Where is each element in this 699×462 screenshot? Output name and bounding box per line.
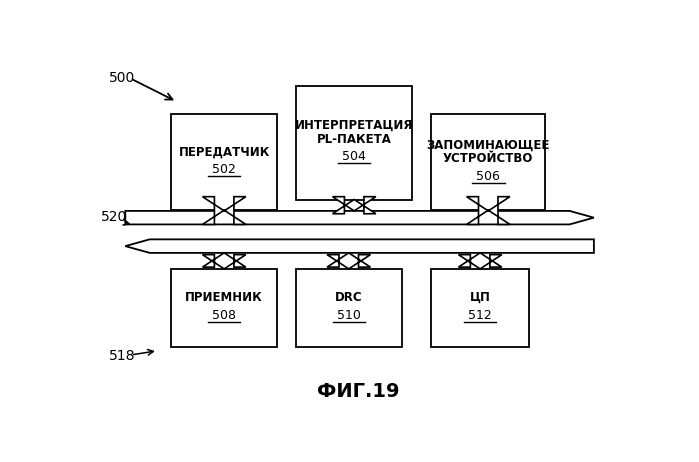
Text: 510: 510	[337, 309, 361, 322]
Text: 504: 504	[343, 150, 366, 164]
Text: 518: 518	[109, 349, 136, 363]
Text: ЗАПОМИНАЮЩЕЕ: ЗАПОМИНАЮЩЕЕ	[426, 139, 550, 152]
Polygon shape	[125, 211, 594, 225]
Text: DRC: DRC	[335, 291, 363, 304]
Text: УСТРОЙСТВО: УСТРОЙСТВО	[443, 152, 533, 165]
FancyBboxPatch shape	[171, 269, 277, 347]
Text: 502: 502	[212, 163, 236, 176]
FancyBboxPatch shape	[431, 114, 545, 210]
Polygon shape	[467, 197, 510, 225]
Polygon shape	[125, 239, 594, 253]
Text: 500: 500	[109, 72, 136, 85]
Polygon shape	[333, 197, 376, 214]
FancyBboxPatch shape	[296, 85, 412, 200]
Polygon shape	[203, 253, 246, 269]
FancyBboxPatch shape	[431, 269, 529, 347]
Text: 512: 512	[468, 309, 492, 322]
Text: ПЕРЕДАТЧИК: ПЕРЕДАТЧИК	[178, 146, 270, 158]
Text: PL-ПАКЕТА: PL-ПАКЕТА	[317, 133, 391, 146]
Text: 506: 506	[476, 170, 500, 183]
Text: ЦП: ЦП	[470, 291, 491, 304]
Polygon shape	[459, 253, 502, 269]
Text: 508: 508	[212, 309, 236, 322]
Text: 520: 520	[101, 210, 127, 225]
FancyBboxPatch shape	[171, 114, 277, 210]
Text: ИНТЕРПРЕТАЦИЯ: ИНТЕРПРЕТАЦИЯ	[295, 119, 413, 132]
FancyBboxPatch shape	[296, 269, 401, 347]
Text: ПРИЕМНИК: ПРИЕМНИК	[185, 291, 263, 304]
Polygon shape	[327, 253, 370, 269]
Polygon shape	[203, 197, 246, 225]
Text: ФИГ.19: ФИГ.19	[317, 382, 400, 401]
